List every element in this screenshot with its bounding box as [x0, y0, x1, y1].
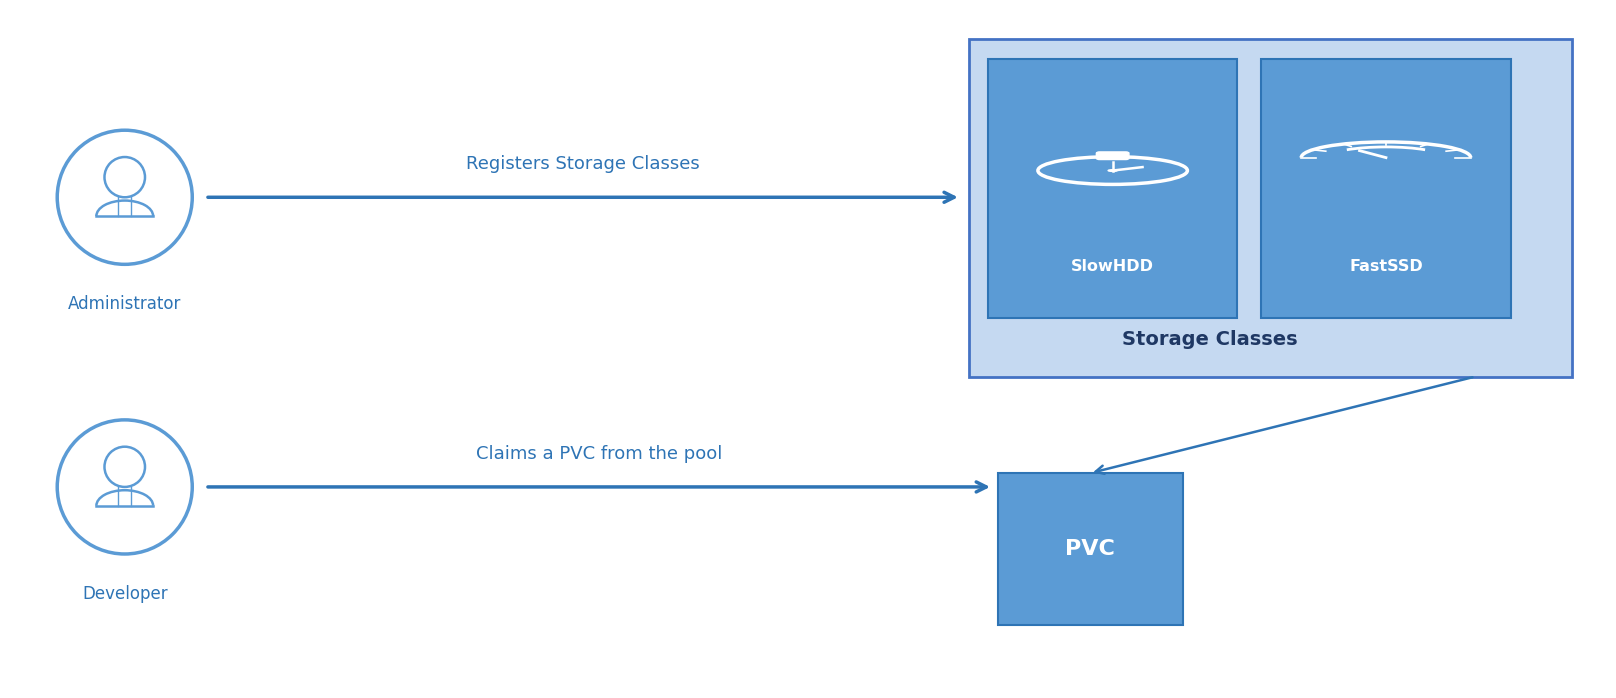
Text: PVC: PVC [1065, 539, 1115, 559]
FancyBboxPatch shape [968, 38, 1572, 377]
Text: Claims a PVC from the pool: Claims a PVC from the pool [475, 445, 722, 463]
FancyBboxPatch shape [1262, 59, 1511, 318]
Text: FastSSD: FastSSD [1349, 259, 1422, 274]
Text: Registers Storage Classes: Registers Storage Classes [465, 155, 700, 173]
Text: Administrator: Administrator [68, 295, 181, 313]
FancyBboxPatch shape [1096, 152, 1130, 160]
FancyBboxPatch shape [997, 473, 1183, 625]
Text: SlowHDD: SlowHDD [1071, 259, 1154, 274]
Text: Storage Classes: Storage Classes [1122, 330, 1298, 349]
FancyBboxPatch shape [987, 59, 1238, 318]
Text: Developer: Developer [82, 585, 168, 603]
Ellipse shape [1109, 170, 1117, 172]
